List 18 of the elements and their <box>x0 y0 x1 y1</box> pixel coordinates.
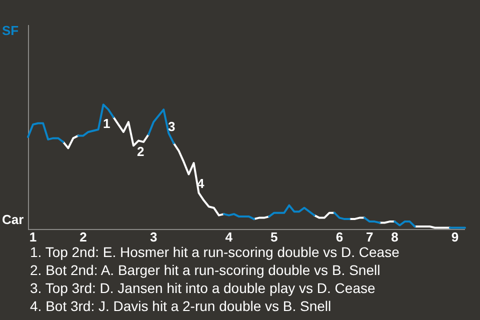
text: 3. Top 3rd: D. Jansen hit into a double play vs D. Cease <box>30 279 376 297</box>
x-tick-label: 2 <box>80 229 87 244</box>
x-tick-label: 6 <box>336 229 344 244</box>
text: SF <box>2 23 19 38</box>
text: 4. Bot 3rd: J. Davis hit a 2-run double vs B. Snell <box>30 297 332 315</box>
annotation: 3 <box>168 119 176 134</box>
x-tick-label: 5 <box>270 229 278 244</box>
annotation: 2 <box>137 144 144 159</box>
x-tick-label: 9 <box>451 229 459 244</box>
x-tick-label: 7 <box>366 229 374 244</box>
x-tick-label: 3 <box>150 229 158 244</box>
x-tick-label: 1 <box>29 229 37 244</box>
x-tick-label: 8 <box>391 229 398 244</box>
text: Car <box>2 212 24 227</box>
x-tick-label: 4 <box>225 229 234 244</box>
annotation: 1 <box>103 116 110 131</box>
text: 1. Top 2nd: E. Hosmer hit a run-scoring double vs D. Cease <box>30 243 400 261</box>
text: 2. Bot 2nd: A. Barger hit a run-scoring double vs B. Snell <box>30 261 382 279</box>
